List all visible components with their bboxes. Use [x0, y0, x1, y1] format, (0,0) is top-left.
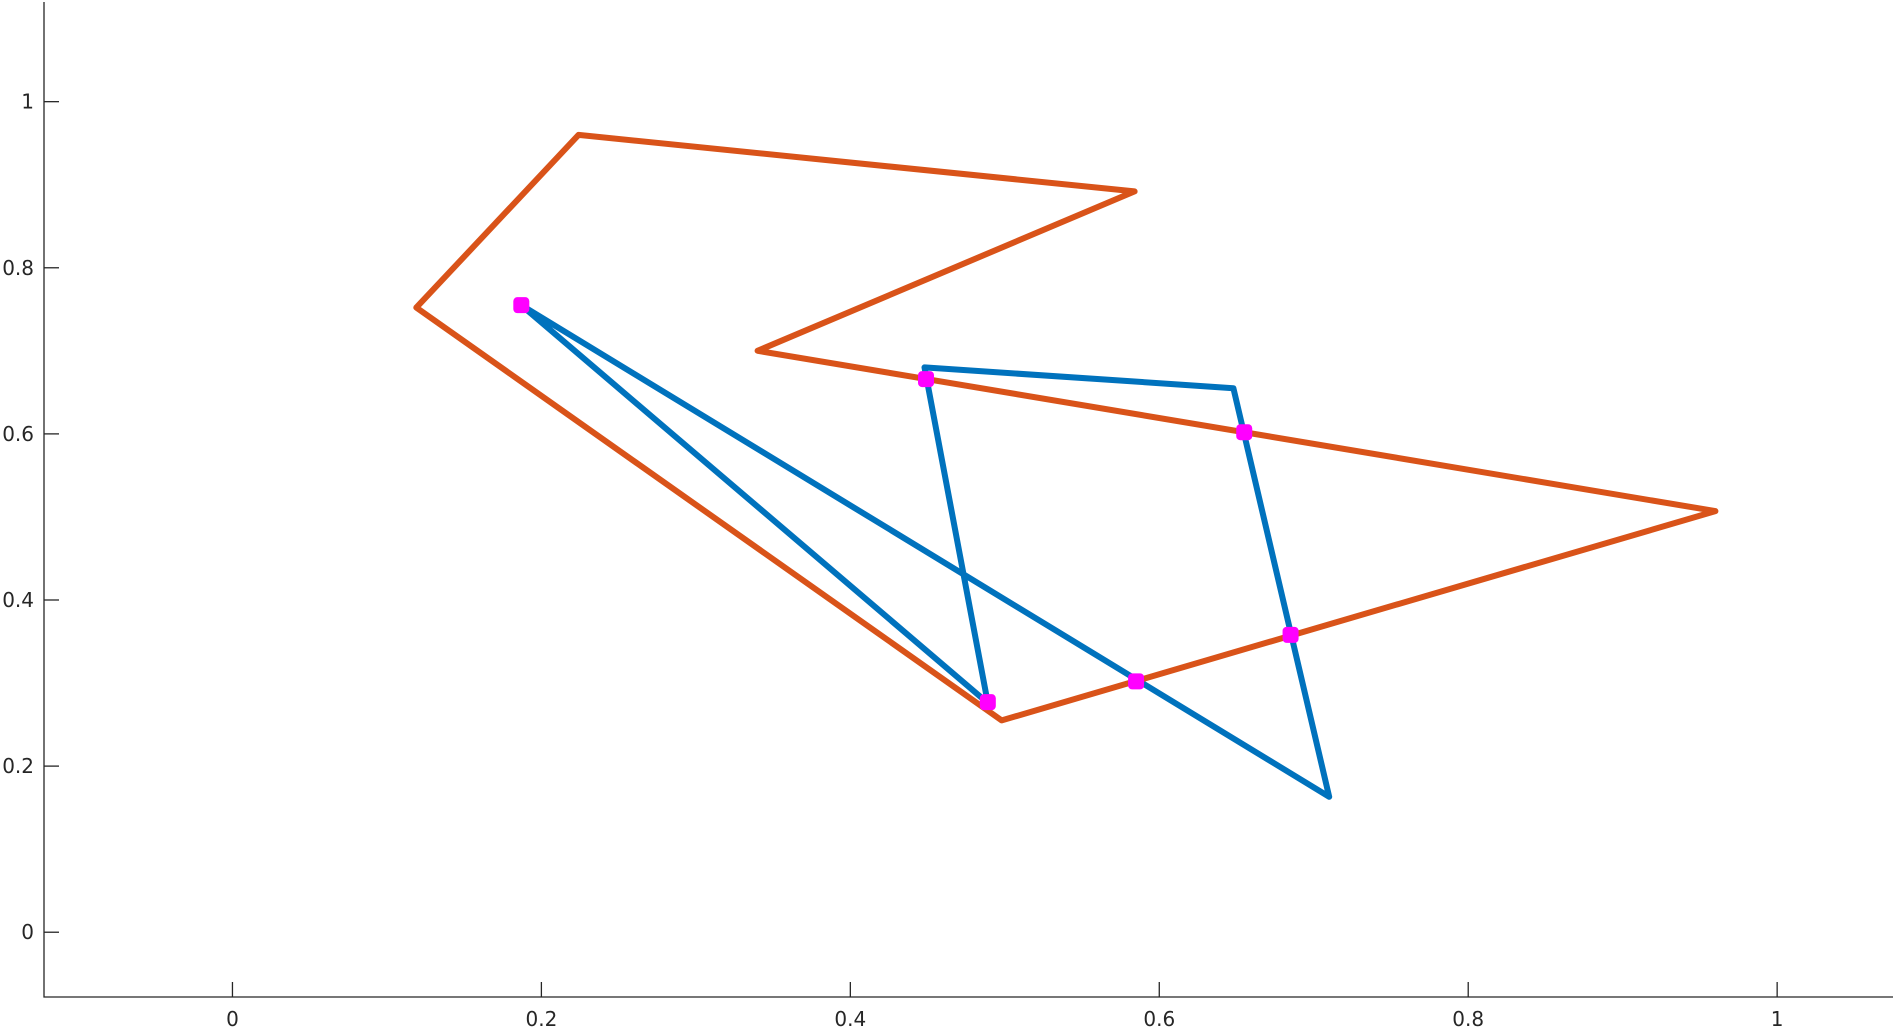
y-tick-label: 0: [21, 920, 34, 944]
intersection-marker: [981, 695, 995, 709]
intersection-marker: [1237, 425, 1251, 439]
x-tick-label: 0.6: [1143, 1007, 1175, 1030]
x-tick-label: 0.8: [1452, 1007, 1484, 1030]
y-tick-label: 0.8: [2, 256, 34, 280]
y-tick-label: 0.4: [2, 588, 34, 612]
y-tick-label: 1: [21, 90, 34, 114]
intersection-marker: [1284, 628, 1298, 642]
x-tick-label: 1: [1771, 1007, 1784, 1030]
intersection-marker: [1129, 674, 1143, 688]
x-tick-label: 0: [226, 1007, 239, 1030]
intersection-marker: [919, 372, 933, 386]
axis-lines: [44, 2, 1893, 997]
plot-area: [416, 135, 1715, 797]
y-tick-label: 0.2: [2, 754, 34, 778]
intersection-marker: [514, 298, 528, 312]
y-tick-label: 0.6: [2, 422, 34, 446]
x-tick-label: 0.2: [525, 1007, 557, 1030]
series-line-1: [416, 135, 1715, 721]
x-tick-label: 0.4: [834, 1007, 866, 1030]
